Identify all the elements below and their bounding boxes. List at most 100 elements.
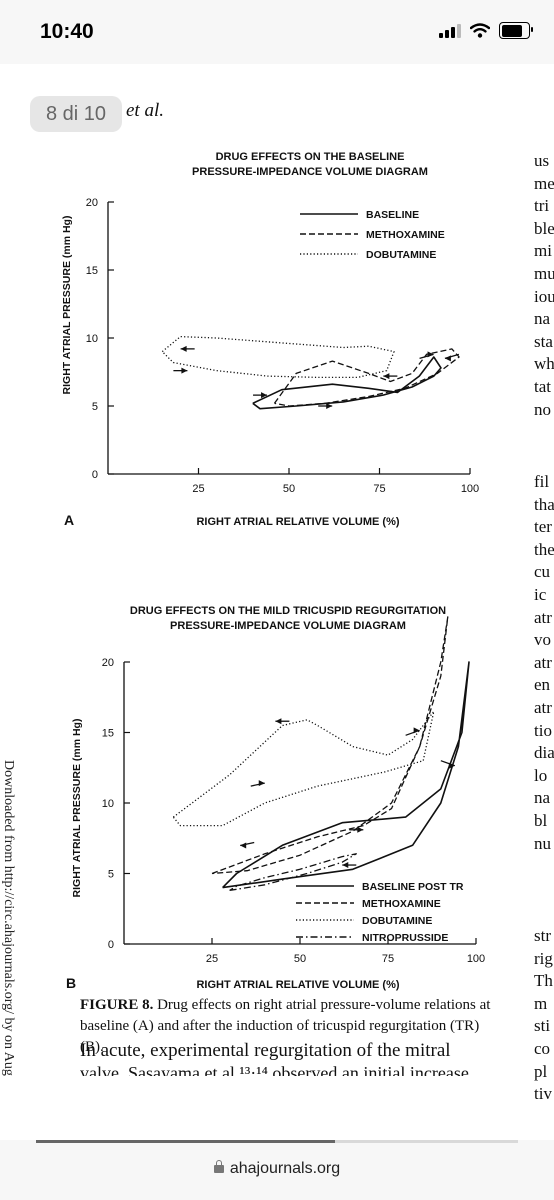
battery-icon xyxy=(499,22,533,39)
right-column-line: me xyxy=(534,173,554,193)
right-column-line: lo xyxy=(534,765,548,785)
arrow-head xyxy=(181,367,188,374)
x-tick-label: 25 xyxy=(192,483,204,495)
series-line-methoxamine xyxy=(273,348,460,407)
right-column-line: nu xyxy=(534,833,551,853)
right-column-line: tri xyxy=(534,196,550,216)
right-column-line: str xyxy=(534,926,551,945)
right-column-line: iou xyxy=(534,286,554,306)
right-column-line: wh xyxy=(534,354,554,374)
scroll-progress xyxy=(36,1140,518,1143)
panel-b-legend: BASELINE POST TR METHOXAMINE DOBUTAMINE NIT… xyxy=(296,881,464,944)
arrow-head xyxy=(326,403,333,409)
panel-a-legend: BASELINE METHOXAMINE DOBUTAMINE xyxy=(300,209,445,261)
y-tick-label: 15 xyxy=(86,265,98,277)
right-column-line: sti xyxy=(534,1016,551,1036)
y-tick-label: 5 xyxy=(92,401,98,413)
figure-8: DRUG EFFECTS ON THE BASELINE PRESSURE-IM… xyxy=(61,151,485,991)
right-column-line: en xyxy=(534,675,551,695)
browser-url-bar[interactable]: ahajournals.org xyxy=(0,1140,554,1200)
y-tick-label: 0 xyxy=(92,469,98,481)
document-page[interactable] xyxy=(0,64,554,1140)
right-column-line: ic xyxy=(534,585,547,604)
right-column-line: atr xyxy=(534,607,552,627)
right-column-line: m xyxy=(534,993,548,1013)
x-tick-label: 75 xyxy=(373,483,385,495)
y-tick-label: 10 xyxy=(86,333,98,345)
x-tick-label: 25 xyxy=(206,953,218,965)
figure-caption: FIGURE 8. Drug effects on right atrial p… xyxy=(80,995,500,1058)
lock-icon xyxy=(213,1160,224,1173)
right-column-line: fil xyxy=(534,472,550,491)
legend-label: METHOXAMINE xyxy=(362,898,441,910)
y-tick-label: 20 xyxy=(86,197,98,209)
page-indicator[interactable]: 8 di 10 xyxy=(30,96,122,132)
x-tick-label: 100 xyxy=(461,483,479,495)
series-line-nitroprusside xyxy=(229,853,357,892)
panel-b-series xyxy=(172,616,470,892)
right-column-line: co xyxy=(534,1039,551,1058)
arrow-head xyxy=(427,351,434,358)
arrow-head xyxy=(180,345,187,352)
panel-b-ylabel: RIGHT ATRIAL PRESSURE (mm Hg) xyxy=(71,719,83,898)
series-line-baseline-post-tr xyxy=(222,661,470,889)
y-tick-label: 10 xyxy=(102,798,114,810)
panel-b-title-2: PRESSURE-IMPEDANCE VOLUME DIAGRAM xyxy=(170,620,406,632)
right-column-line: atr xyxy=(534,652,552,672)
running-header: et al. xyxy=(126,100,164,121)
panel-a-xlabel: RIGHT ATRIAL RELATIVE VOLUME (%) xyxy=(196,516,399,528)
right-column-line: ble xyxy=(534,218,554,238)
legend-label: METHOXAMINE xyxy=(366,229,445,241)
arrow-head xyxy=(342,862,349,869)
status-icons xyxy=(439,22,533,39)
status-time: 10:40 xyxy=(40,20,94,43)
arrow-head xyxy=(275,718,282,725)
right-column-line: vo xyxy=(534,630,551,650)
panel-a-label: A xyxy=(64,512,74,528)
right-column-line: us xyxy=(534,151,550,170)
panel-a-series xyxy=(161,335,460,410)
right-column-line: tat xyxy=(534,377,551,396)
right-column-line: mu xyxy=(534,264,554,283)
panel-b-xlabel: RIGHT ATRIAL RELATIVE VOLUME (%) xyxy=(196,979,399,991)
right-column-line: atr xyxy=(534,698,552,717)
right-column-line: no xyxy=(534,399,551,419)
arrow-head xyxy=(444,355,451,362)
x-tick-label: 75 xyxy=(382,953,394,965)
legend-label: DOBUTAMINE xyxy=(362,915,432,927)
signal-icon xyxy=(439,23,461,38)
url-text: ahajournals.org xyxy=(229,1160,341,1177)
right-column-line: Th xyxy=(534,971,553,991)
panel-a-axes: 0 5 10 15 20 25 50 75 100 xyxy=(86,197,479,495)
series-line-baseline xyxy=(252,356,442,410)
status-bar: 10:40 xyxy=(0,0,554,64)
url-display[interactable]: ahajournals.org xyxy=(0,1160,554,1178)
right-column-line: tha xyxy=(534,494,554,514)
panel-b-title-1: DRUG EFFECTS ON THE MILD TRICUSPID REGUR… xyxy=(130,605,446,617)
right-column-line: tiv xyxy=(534,1084,552,1104)
panel-b-axes: 0 5 10 15 20 25 50 75 100 xyxy=(102,657,485,965)
arrow-head xyxy=(240,842,247,849)
right-column-line: dia xyxy=(534,743,554,763)
panel-a-ylabel: RIGHT ATRIAL PRESSURE (mm Hg) xyxy=(61,216,73,395)
panel-a-arrows xyxy=(173,345,460,409)
caption-text: Drug effects on right atrial pressure-vo… xyxy=(80,997,491,1055)
right-column-line: na xyxy=(534,309,551,329)
panel-b-arrows xyxy=(240,718,456,869)
y-tick-label: 0 xyxy=(108,939,114,951)
right-column-line: ter xyxy=(534,517,552,537)
right-column-line: cu xyxy=(534,562,551,582)
right-column-line: sta xyxy=(534,331,553,351)
series-line-dobutamine xyxy=(172,710,435,827)
y-tick-label: 5 xyxy=(108,869,114,881)
right-column-line: tio xyxy=(534,720,552,740)
series-line-dobutamine xyxy=(161,335,395,379)
panel-a-title-2: PRESSURE-IMPEDANCE VOLUME DIAGRAM xyxy=(192,166,428,178)
arrow-head xyxy=(383,373,390,380)
right-column-line: bl xyxy=(534,811,548,830)
panel-a-title-1: DRUG EFFECTS ON THE BASELINE xyxy=(216,151,405,163)
x-tick-label: 50 xyxy=(294,953,306,965)
legend-label: NITROPRUSSIDE xyxy=(362,932,448,944)
y-tick-label: 15 xyxy=(102,728,114,740)
wifi-icon xyxy=(470,23,490,38)
